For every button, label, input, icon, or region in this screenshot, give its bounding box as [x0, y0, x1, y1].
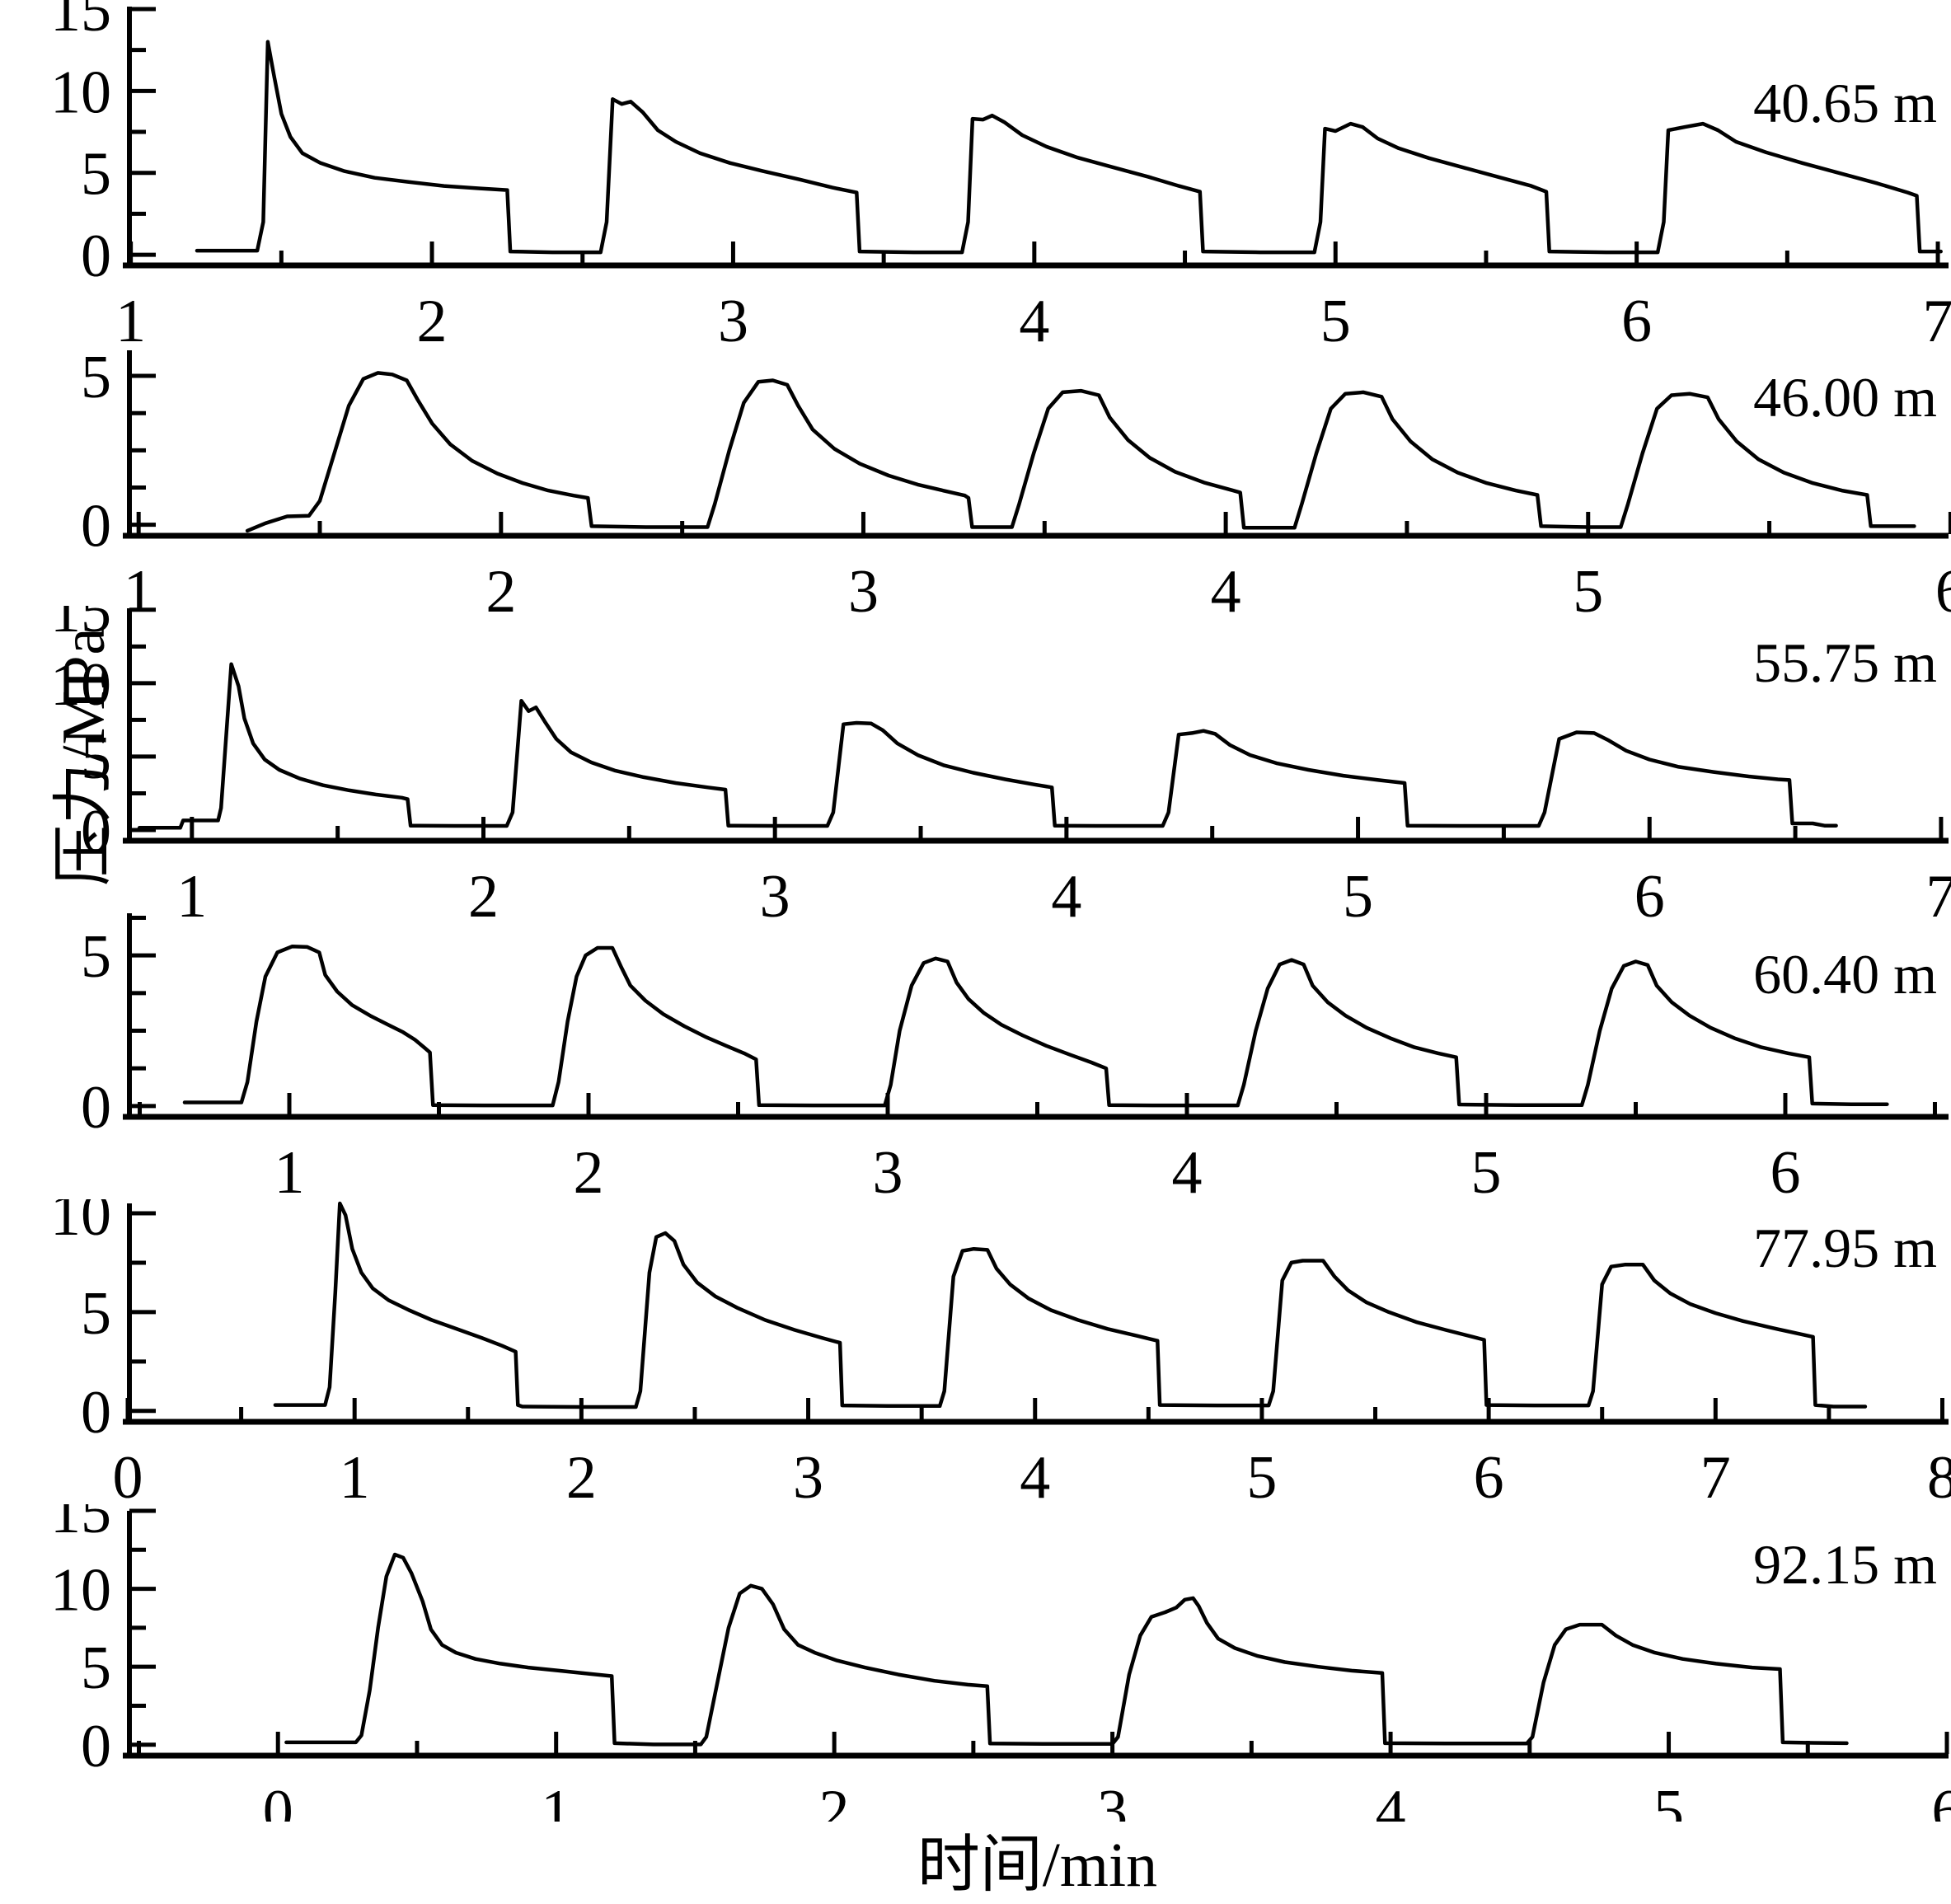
y-tick-label: 5	[81, 1634, 111, 1702]
subplot-5-svg: 0 1 2 3 4 5 6 7 8 0 5 10 77.95 m	[0, 1199, 1951, 1529]
y-tick-label: 0	[81, 223, 111, 290]
y-tick-label: 10	[50, 651, 111, 719]
y-tick-label: 0	[81, 493, 111, 560]
y-tick-label: 0	[81, 1074, 111, 1142]
y-tick-label: 10	[50, 1557, 111, 1625]
y-tick-label: 5	[81, 1280, 111, 1348]
x-tick-label: 1	[340, 1444, 370, 1512]
depth-label: 46.00 m	[1753, 366, 1937, 429]
y-tick-label: 5	[81, 344, 111, 411]
x-tick-label: 4	[1020, 1444, 1050, 1512]
y-tick-label: 10	[50, 59, 111, 126]
x-tick-label: 5	[1470, 1139, 1501, 1207]
pressure-curve	[286, 1555, 1846, 1744]
x-tick-label: 3	[873, 1139, 903, 1207]
x-tick-label: 7	[1700, 1444, 1731, 1512]
x-tick-label: 0	[113, 1444, 143, 1512]
x-tick-label: 8	[1927, 1444, 1951, 1512]
y-tick-label: 15	[50, 1504, 111, 1546]
depth-label: 77.95 m	[1753, 1217, 1937, 1279]
subplot-4-svg: 1 2 3 4 5 6 0 5 60.40 m	[0, 907, 1951, 1228]
y-tick-label: 0	[81, 798, 111, 865]
x-tick-label: 4	[1171, 1139, 1202, 1207]
depth-label: 92.15 m	[1753, 1533, 1937, 1596]
x-tick-label: 6	[1474, 1444, 1504, 1512]
x-tick-label: 6	[1770, 1139, 1800, 1207]
y-tick-label: 15	[50, 0, 111, 45]
y-tick-label: 0	[81, 1713, 111, 1780]
y-tick-label: 5	[81, 141, 111, 209]
pressure-curve	[275, 1203, 1865, 1407]
depth-label: 60.40 m	[1753, 943, 1937, 1006]
x-tick-label: 2	[574, 1139, 604, 1207]
pressure-curve	[185, 946, 1887, 1105]
x-tick-label: 3	[793, 1444, 823, 1512]
y-tick-label: 5	[81, 725, 111, 792]
depth-label: 40.65 m	[1753, 72, 1937, 134]
y-tick-label: 5	[81, 923, 111, 991]
y-tick-label: 0	[81, 1379, 111, 1447]
x-tick-label: 1	[274, 1139, 305, 1207]
y-tick-label: 10	[50, 1199, 111, 1249]
x-tick-label: 5	[1246, 1444, 1277, 1512]
pressure-curve	[139, 664, 1836, 828]
y-tick-label: 15	[50, 606, 111, 645]
x-axis-title: 时间/min	[128, 1813, 1947, 1904]
depth-label: 55.75 m	[1753, 631, 1937, 694]
x-tick-label: 2	[566, 1444, 597, 1512]
pressure-curve	[197, 42, 1941, 252]
pressure-curve	[247, 373, 1914, 531]
